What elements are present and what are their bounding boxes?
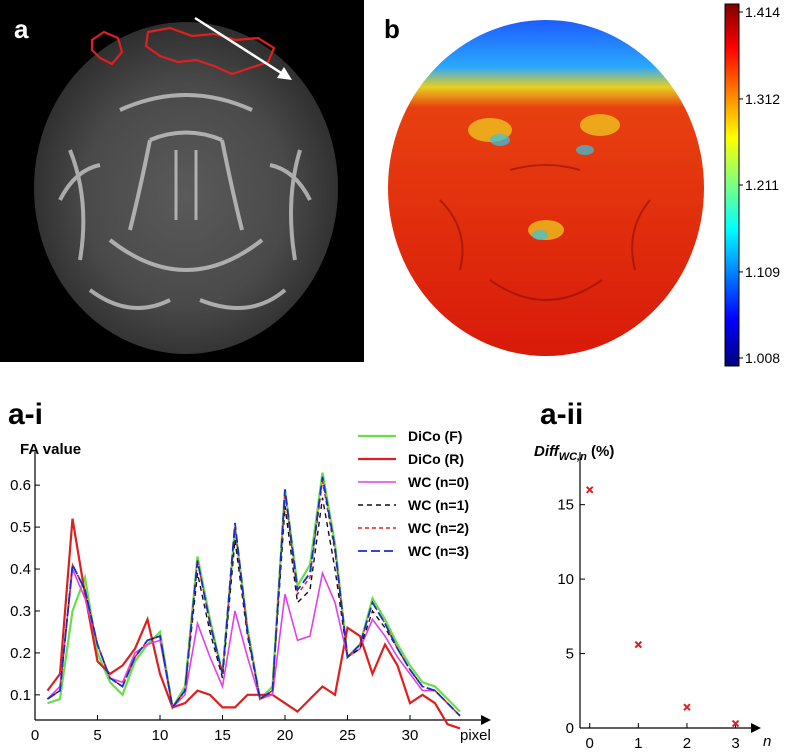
legend-label-2: WC (n=0) <box>408 474 469 490</box>
panel-label-b: b <box>384 14 400 44</box>
brain-slice <box>34 22 338 354</box>
ratio-map-image <box>380 0 710 362</box>
data-point-0 <box>586 486 594 494</box>
y-tick-label: 0.4 <box>10 561 31 578</box>
x-axis-label: pixel <box>460 727 491 744</box>
colorbar-tick-label: 1.008 <box>745 350 780 366</box>
x-tick-label: 15 <box>214 727 231 744</box>
colorbar-tick-label: 1.312 <box>745 91 780 107</box>
y-tick-label: 0.5 <box>10 519 31 536</box>
y-tick-label: 0.1 <box>10 687 31 704</box>
y-tick-label: 15 <box>557 497 574 514</box>
x-axis-arrow-icon <box>751 723 761 733</box>
x-axis-label: n <box>763 733 771 750</box>
y-axis-label: DiffWC,n (%) <box>534 443 614 463</box>
x-axis-arrow-icon <box>481 715 491 725</box>
heat-brain-slice <box>388 20 704 356</box>
legend-label-5: WC (n=3) <box>408 543 469 559</box>
y-tick-label: 0 <box>566 720 574 737</box>
legend-label-0: DiCo (F) <box>408 430 462 444</box>
fa-profile-chart: 0 5 10 15 20 25 30 pixel 0.1 0.2 0.3 0.4 0.5 0.6 FA va… <box>10 430 491 744</box>
x-tick-label: 0 <box>586 735 594 752</box>
roi-outline <box>90 26 276 76</box>
diff-scatter-chart: 0 1 2 3 n 0 5 10 15 DiffWC,n (%) <box>534 443 771 752</box>
x-tick-label: 0 <box>31 727 39 744</box>
panel-label-a-ii: a-ii <box>540 398 584 431</box>
panel-label-a-i: a-i <box>8 398 44 431</box>
series-line-5 <box>46 476 461 717</box>
y-axis-label: FA value <box>20 441 81 458</box>
x-tick-label: 30 <box>402 727 419 744</box>
arrow-icon <box>194 16 287 78</box>
y-tick-label: 0.2 <box>10 645 31 662</box>
colorbar: 1.414 1.312 1.211 1.109 1.008 <box>724 3 780 367</box>
panel-label-a: a <box>14 14 29 44</box>
x-tick-label: 2 <box>683 735 691 752</box>
y-tick-label: 0.3 <box>10 603 31 620</box>
data-point-3 <box>731 719 740 728</box>
y-tick-label: 10 <box>557 571 574 588</box>
x-tick-label: 1 <box>634 735 642 752</box>
data-point-2 <box>683 703 691 711</box>
legend-label-1: DiCo (R) <box>408 451 464 467</box>
marker-stroke <box>683 703 691 711</box>
x-tick-label: 3 <box>731 735 739 752</box>
colorbar-gradient <box>724 3 740 367</box>
legend-label-4: WC (n=2) <box>408 520 469 536</box>
marker-stroke <box>586 486 594 494</box>
marker-stroke <box>731 719 740 728</box>
series-line-1 <box>46 518 461 730</box>
x-tick-label: 25 <box>339 727 356 744</box>
series-line-2 <box>46 565 461 717</box>
legend-label-3: WC (n=1) <box>408 497 469 513</box>
y-tick-label: 5 <box>566 646 574 663</box>
x-tick-label: 10 <box>152 727 169 744</box>
x-tick-label: 20 <box>277 727 294 744</box>
fa-map-image <box>0 0 364 362</box>
x-tick-label: 5 <box>93 727 101 744</box>
data-point-1 <box>634 640 643 649</box>
colorbar-tick-label: 1.414 <box>745 4 780 20</box>
colorbar-tick-label: 1.109 <box>745 264 780 280</box>
y-tick-label: 0.6 <box>10 477 31 494</box>
colorbar-tick-label: 1.211 <box>745 177 779 193</box>
marker-stroke <box>634 640 643 649</box>
